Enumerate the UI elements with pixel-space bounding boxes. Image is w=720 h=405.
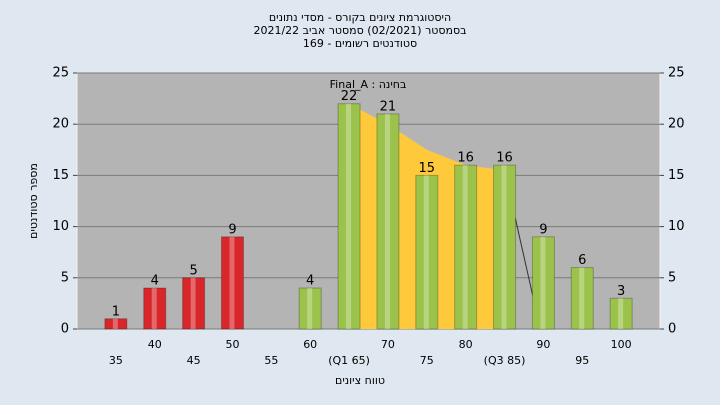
value-label: 4 — [306, 274, 314, 289]
x-axis-label: טווח ציונים — [335, 374, 385, 387]
bar — [298, 287, 322, 330]
bar-highlight — [346, 103, 352, 329]
value-label: 15 — [419, 161, 436, 176]
x-tick-label: 75 — [420, 354, 434, 367]
bar — [182, 277, 206, 330]
y-tick-label: 15 — [52, 168, 69, 183]
bar — [376, 113, 400, 330]
y-tick-label: 20 — [52, 117, 69, 132]
bar — [415, 174, 439, 330]
bar-highlight — [462, 165, 468, 329]
bar — [337, 103, 361, 330]
chart-subtitle: בסמסטר (02/2021) סמסטר אביב 2021/22 — [253, 24, 466, 37]
bar — [570, 267, 594, 330]
x-tick-label: 50 — [225, 338, 239, 351]
value-label: 6 — [578, 253, 586, 268]
bar — [104, 318, 128, 330]
y-tick-label: 5 — [61, 270, 69, 285]
y-tick-label: 25 — [52, 66, 69, 81]
y-axis-label: מספר סטודנטים — [27, 163, 40, 239]
chart-title: היסטוגרמת ציונים בקורס - מסדי נתונים — [269, 11, 451, 24]
x-tick-label: 90 — [536, 338, 550, 351]
y2-tick-label: 10 — [668, 219, 685, 234]
value-label: 9 — [228, 222, 236, 237]
y-tick-label: 0 — [61, 322, 69, 337]
y2-tick-label: 0 — [668, 322, 676, 337]
y-tick-label: 10 — [52, 219, 69, 234]
value-label: 16 — [496, 151, 513, 166]
value-label: 1 — [112, 304, 120, 319]
x-tick-label: 80 — [459, 338, 473, 351]
x-tick-label: 95 — [575, 354, 589, 367]
value-label: 5 — [189, 263, 197, 278]
value-label: 21 — [380, 99, 397, 114]
bar-highlight — [307, 288, 313, 329]
y2-tick-label: 20 — [668, 117, 685, 132]
bar-highlight — [540, 236, 546, 329]
bar — [454, 164, 478, 330]
bar — [143, 287, 167, 330]
value-label: 3 — [617, 284, 625, 299]
bar-highlight — [618, 298, 624, 329]
annotation: בחינה : Final_A — [330, 78, 407, 91]
y2-tick-label: 5 — [668, 270, 676, 285]
x-tick-label: 100 — [611, 338, 632, 351]
x-tick-label: 70 — [381, 338, 395, 351]
value-label: 9 — [539, 222, 547, 237]
bar-highlight — [151, 288, 157, 329]
bar — [493, 164, 517, 330]
bar-highlight — [112, 318, 118, 329]
x-tick-label: 40 — [148, 338, 162, 351]
y2-tick-label: 25 — [668, 66, 685, 81]
value-label: 4 — [151, 274, 159, 289]
value-label: 22 — [341, 89, 358, 104]
x-tick-label: (Q3 85) — [484, 354, 526, 367]
bar-highlight — [229, 236, 235, 329]
bar — [220, 236, 244, 330]
x-tick-label: 55 — [264, 354, 278, 367]
bar-highlight — [423, 175, 429, 329]
chart-subtitle: סטודנטים רשומים - 169 — [303, 37, 417, 50]
x-tick-label: 45 — [187, 354, 201, 367]
bar-highlight — [501, 165, 507, 329]
bar — [531, 236, 555, 330]
x-tick-label: 60 — [303, 338, 317, 351]
y2-tick-label: 15 — [668, 168, 685, 183]
x-tick-label: (Q1 65) — [328, 354, 370, 367]
value-label: 16 — [457, 151, 474, 166]
bar-highlight — [579, 267, 585, 329]
bar-highlight — [384, 113, 390, 330]
bar — [609, 297, 633, 330]
x-tick-label: 35 — [109, 354, 123, 367]
bar-highlight — [190, 277, 196, 329]
